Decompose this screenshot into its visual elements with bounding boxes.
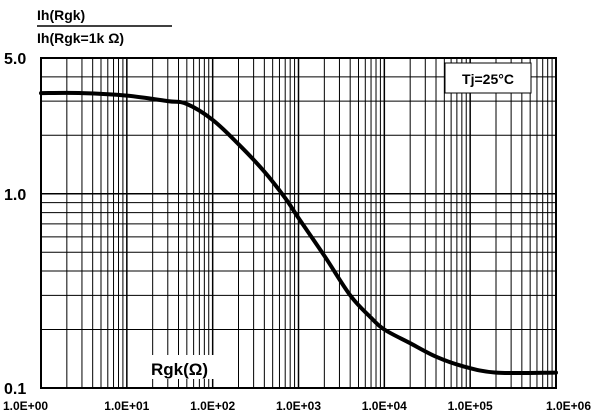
x-tick-labels: 1.0E+00 1.0E+01 1.0E+02 1.0E+03 1.0E+04 1.0E+… [3, 399, 591, 413]
x-axis-label-box: Rgk(Ω) [148, 355, 226, 379]
y-tick-label: 0.1 [4, 381, 26, 398]
x-tick-label: 1.0E+03 [276, 399, 321, 413]
y-axis-label: Ih(Rgk) Ih(Rgk=1k Ω) [37, 7, 172, 46]
x-tick-label: 1.0E+05 [448, 399, 493, 413]
series-line [39, 90, 558, 376]
y-tick-label: 5.0 [4, 51, 26, 68]
annotation-text: Tj=25°C [462, 71, 514, 87]
x-tick-label: 1.0E+02 [190, 399, 235, 413]
y-axis-label-numerator: Ih(Rgk) [37, 7, 85, 23]
x-axis-label: Rgk(Ω) [151, 360, 208, 379]
x-tick-label: 1.0E+00 [3, 399, 48, 413]
plot-frame [40, 57, 557, 389]
x-tick-label: 1.0E+06 [546, 399, 591, 413]
grid-layer [41, 58, 556, 388]
y-tick-label: 1.0 [4, 187, 26, 204]
y-tick-labels: 0.1 1.0 5.0 [4, 51, 26, 398]
x-tick-label: 1.0E+01 [104, 399, 149, 413]
x-tick-label: 1.0E+04 [362, 399, 407, 413]
y-axis-label-denominator: Ih(Rgk=1k Ω) [37, 30, 124, 46]
legend-box: Tj=25°C [444, 62, 532, 94]
